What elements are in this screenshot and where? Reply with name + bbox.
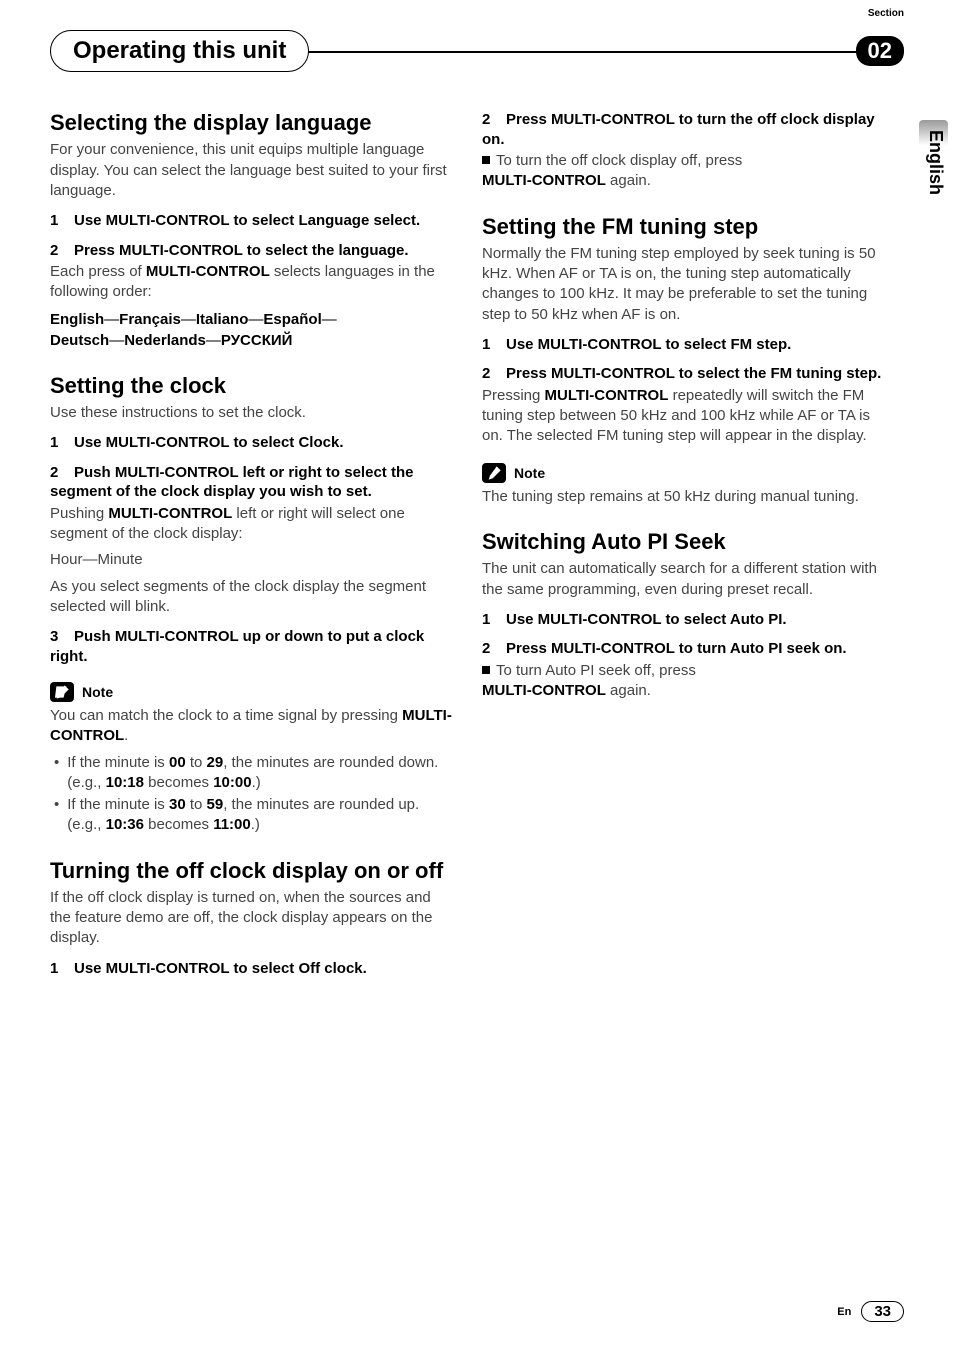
step: 1Use MULTI-CONTROL to select Off clock. (50, 959, 452, 979)
body-text: Each press of MULTI-CONTROL selects lang… (50, 262, 452, 303)
body-text: To turn Auto PI seek off, pressMULTI-CON… (482, 661, 884, 702)
language-tab: English (919, 120, 948, 205)
step: 2Press MULTI-CONTROL to select the FM tu… (482, 364, 884, 384)
list-item: • If the minute is 00 to 29, the minutes… (54, 753, 452, 794)
step: 2Press MULTI-CONTROL to select the langu… (50, 241, 452, 261)
footer-lang: En (837, 1306, 851, 1318)
page-number: 33 (861, 1301, 904, 1322)
square-bullet-icon (482, 666, 490, 674)
heading-off-clock: Turning the off clock display on or off (50, 858, 452, 884)
note-icon (50, 682, 74, 702)
heading-auto-pi: Switching Auto PI Seek (482, 529, 884, 555)
body-text: The unit can automatically search for a … (482, 559, 884, 600)
section-number-badge: 02 (856, 36, 904, 66)
note-label: Note (514, 465, 545, 481)
square-bullet-icon (482, 156, 490, 164)
language-chain: English—Français—Italiano—Español—Deutsc… (50, 309, 452, 351)
note-icon (482, 463, 506, 483)
main-content: Selecting the display language For your … (50, 102, 904, 978)
body-text: You can match the clock to a time signal… (50, 706, 452, 747)
note-header: Note (482, 463, 884, 483)
body-text: For your convenience, this unit equips m… (50, 140, 452, 201)
left-column: Selecting the display language For your … (50, 102, 452, 978)
bullet-list: • If the minute is 00 to 29, the minutes… (54, 753, 452, 836)
step: 1Use MULTI-CONTROL to select FM step. (482, 335, 884, 355)
body-text: To turn the off clock display off, press… (482, 151, 884, 192)
step: 1Use MULTI-CONTROL to select Language se… (50, 211, 452, 231)
body-text: Pressing MULTI-CONTROL repeatedly will s… (482, 386, 884, 447)
step: 1Use MULTI-CONTROL to select Clock. (50, 433, 452, 453)
list-item: • If the minute is 30 to 59, the minutes… (54, 795, 452, 836)
body-text: Hour—Minute (50, 550, 452, 570)
right-column: 2Press MULTI-CONTROL to turn the off clo… (482, 102, 904, 978)
body-text: The tuning step remains at 50 kHz during… (482, 487, 884, 507)
header-title: Operating this unit (50, 30, 309, 72)
note-header: Note (50, 682, 452, 702)
section-label: Section (868, 8, 904, 19)
step: 3Push MULTI-CONTROL up or down to put a … (50, 627, 452, 666)
body-text: If the off clock display is turned on, w… (50, 888, 452, 949)
body-text: Normally the FM tuning step employed by … (482, 244, 884, 325)
step-text: Use MULTI-CONTROL to select Language sel… (74, 212, 420, 229)
step: 2Push MULTI-CONTROL left or right to sel… (50, 463, 452, 502)
step: 1Use MULTI-CONTROL to select Auto PI. (482, 610, 884, 630)
step: 2Press MULTI-CONTROL to turn Auto PI see… (482, 639, 884, 659)
step-text: Press MULTI-CONTROL to select the langua… (74, 242, 409, 259)
body-text: Pushing MULTI-CONTROL left or right will… (50, 504, 452, 545)
body-text: As you select segments of the clock disp… (50, 577, 452, 618)
page-footer: En 33 (837, 1301, 904, 1322)
heading-setting-clock: Setting the clock (50, 373, 452, 399)
note-label: Note (82, 684, 113, 700)
body-text: Use these instructions to set the clock. (50, 403, 452, 423)
heading-select-language: Selecting the display language (50, 110, 452, 136)
heading-fm-step: Setting the FM tuning step (482, 214, 884, 240)
step: 2Press MULTI-CONTROL to turn the off clo… (482, 110, 884, 149)
page-header: Operating this unit Section 02 (50, 30, 904, 72)
